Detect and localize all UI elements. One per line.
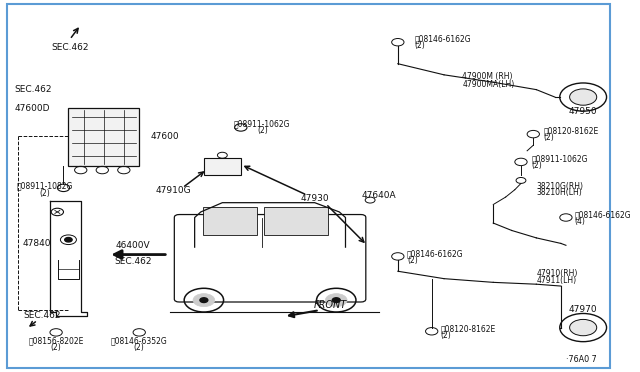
FancyBboxPatch shape	[174, 215, 366, 302]
Text: 47910G: 47910G	[156, 186, 191, 195]
Text: 47840: 47840	[22, 239, 51, 248]
Text: 47900M (RH): 47900M (RH)	[463, 72, 513, 81]
Bar	[68, 108, 140, 166]
Text: ⓝ08911-1062G: ⓝ08911-1062G	[531, 154, 588, 163]
Text: (2): (2)	[51, 343, 61, 352]
Text: SEC.462: SEC.462	[24, 311, 61, 320]
Text: ⓝ08911-1082G: ⓝ08911-1082G	[17, 182, 73, 190]
Text: SEC.462: SEC.462	[115, 257, 152, 266]
Text: ⓝ08911-1062G: ⓝ08911-1062G	[234, 119, 291, 128]
Text: ⒲08146-6162G: ⒲08146-6162G	[575, 211, 631, 219]
Text: ⒲08146-6352G: ⒲08146-6352G	[111, 336, 168, 346]
Text: 47600D: 47600D	[15, 104, 51, 113]
Text: ⒲08156-8202E: ⒲08156-8202E	[28, 336, 84, 346]
Text: SEC.462: SEC.462	[51, 42, 88, 51]
Text: ⒲08120-8162E: ⒲08120-8162E	[440, 324, 495, 333]
Text: SEC.462: SEC.462	[14, 85, 51, 94]
Text: (2): (2)	[544, 133, 554, 142]
Text: 47900MA(LH): 47900MA(LH)	[463, 80, 515, 89]
Text: 47950: 47950	[569, 108, 598, 116]
Text: 47970: 47970	[569, 305, 598, 314]
Text: 47910(RH): 47910(RH)	[536, 269, 578, 278]
Bar	[204, 158, 241, 175]
Circle shape	[570, 320, 596, 336]
Text: 47930: 47930	[300, 195, 329, 203]
Text: 46400V: 46400V	[116, 241, 150, 250]
Text: ⒲08146-6162G: ⒲08146-6162G	[415, 35, 471, 44]
FancyBboxPatch shape	[264, 208, 328, 235]
Text: 47640A: 47640A	[362, 191, 397, 200]
Text: ·76A0 7: ·76A0 7	[566, 355, 596, 364]
Text: 38210H(LH): 38210H(LH)	[536, 188, 582, 197]
Text: (2): (2)	[531, 161, 542, 170]
Text: 38210G(RH): 38210G(RH)	[536, 182, 584, 190]
Text: (2): (2)	[407, 256, 418, 264]
Text: ⒲08146-6162G: ⒲08146-6162G	[407, 249, 464, 258]
Text: 47600: 47600	[150, 132, 179, 141]
Text: FRONT: FRONT	[314, 300, 347, 310]
Text: (2): (2)	[440, 331, 451, 340]
Circle shape	[325, 294, 347, 307]
Circle shape	[193, 294, 214, 307]
Text: ⒲08120-8162E: ⒲08120-8162E	[544, 126, 599, 136]
Text: (4): (4)	[575, 217, 586, 226]
Text: 47911(LH): 47911(LH)	[536, 276, 577, 285]
Text: (2): (2)	[415, 41, 425, 51]
Text: (2): (2)	[40, 189, 51, 198]
Circle shape	[570, 89, 596, 105]
Text: (2): (2)	[134, 343, 145, 352]
Circle shape	[65, 237, 72, 242]
Text: (2): (2)	[257, 126, 268, 135]
Circle shape	[332, 298, 340, 302]
Circle shape	[200, 298, 208, 302]
FancyBboxPatch shape	[203, 208, 257, 235]
